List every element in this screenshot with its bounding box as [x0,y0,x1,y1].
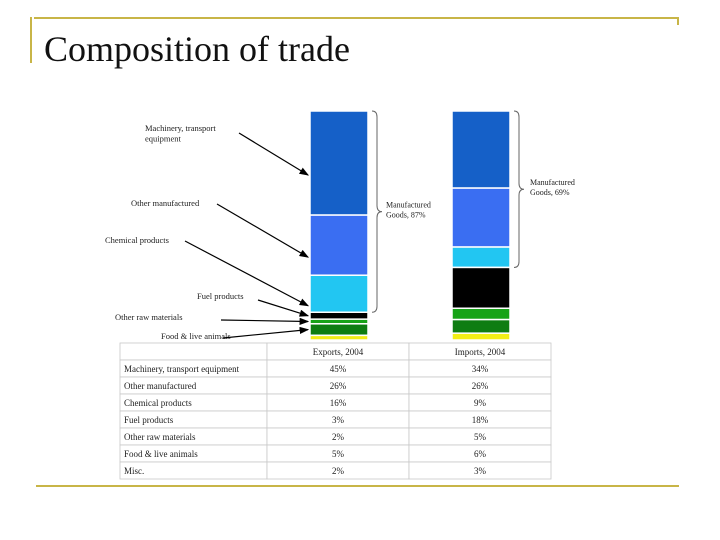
frame-left-line [30,17,32,63]
bar-segment-exports-2004-5 [309,323,369,337]
bar-segment-exports-2004-2 [309,274,369,313]
frame-top-line [34,17,677,19]
table-row-label-3: Fuel products [124,415,174,425]
table-value-5-2: 6% [474,449,487,459]
trade-composition-chart: Manufactured Goods, 87% Manufactured Goods,… [105,110,575,480]
table-row-label-4: Other raw materials [124,432,196,442]
table-value-3-1: 3% [332,415,345,425]
table-row-label-1: Other manufactured [124,381,197,391]
table-value-2-1: 16% [330,398,347,408]
table-value-5-1: 5% [332,449,345,459]
bar-segment-exports-2004-6 [309,334,369,341]
series-label-1: Other manufactured [131,198,200,208]
frame-bottom-line [36,485,679,487]
arrow-1 [216,203,310,258]
table-value-6-2: 3% [474,466,487,476]
bar-segment-imports-2004-3 [451,266,511,310]
brace-exports-manufactured [371,110,383,313]
frame-right-line [677,17,679,25]
bar-segment-imports-2004-5 [451,318,511,334]
table-value-3-2: 18% [472,415,489,425]
bar-segment-imports-2004-2 [451,246,511,269]
table-value-0-1: 45% [330,364,347,374]
table-value-1-1: 26% [330,381,347,391]
table-row-label-0: Machinery, transport equipment [124,364,240,374]
table-header-1: Exports, 2004 [313,347,364,357]
brace-label-exports: Manufactured Goods, 87% [386,201,431,220]
bar-segment-exports-2004-1 [309,214,369,276]
slide-title: Composition of trade [44,29,350,69]
arrow-3 [257,299,310,317]
table-row-label-2: Chemical products [124,398,192,408]
table-cell-6-2 [408,461,552,480]
arrow-0 [238,132,310,176]
table-row-label-6: Misc. [124,466,144,476]
arrow-2 [184,240,310,307]
brace-label-imports: Manufactured Goods, 69% [530,178,575,197]
arrow-5 [222,326,310,339]
table-header-cell-0 [119,342,268,361]
bar-segment-imports-2004-4 [451,307,511,321]
bar-segment-exports-2004-0 [309,110,369,216]
bar-segment-imports-2004-1 [451,187,511,248]
arrow-4 [220,317,310,325]
table-value-4-1: 2% [332,432,345,442]
bar-segment-imports-2004-6 [451,332,511,341]
series-label-5: Food & live animals [161,331,231,341]
brace-imports-manufactured [513,110,525,268]
table-value-2-2: 9% [474,398,487,408]
table-value-0-2: 34% [472,364,489,374]
series-label-0: Machinery, transport equipment [145,123,216,144]
bar-segment-exports-2004-3 [309,311,369,320]
table-value-4-2: 5% [474,432,487,442]
table-header-2: Imports, 2004 [455,347,506,357]
series-label-3: Fuel products [197,291,244,301]
table-value-1-2: 26% [472,381,489,391]
table-value-6-1: 2% [332,466,345,476]
table-row-label-5: Food & live animals [124,449,198,459]
bar-segment-imports-2004-0 [451,110,511,189]
series-label-2: Chemical products [105,235,169,245]
series-label-4: Other raw materials [115,312,183,322]
